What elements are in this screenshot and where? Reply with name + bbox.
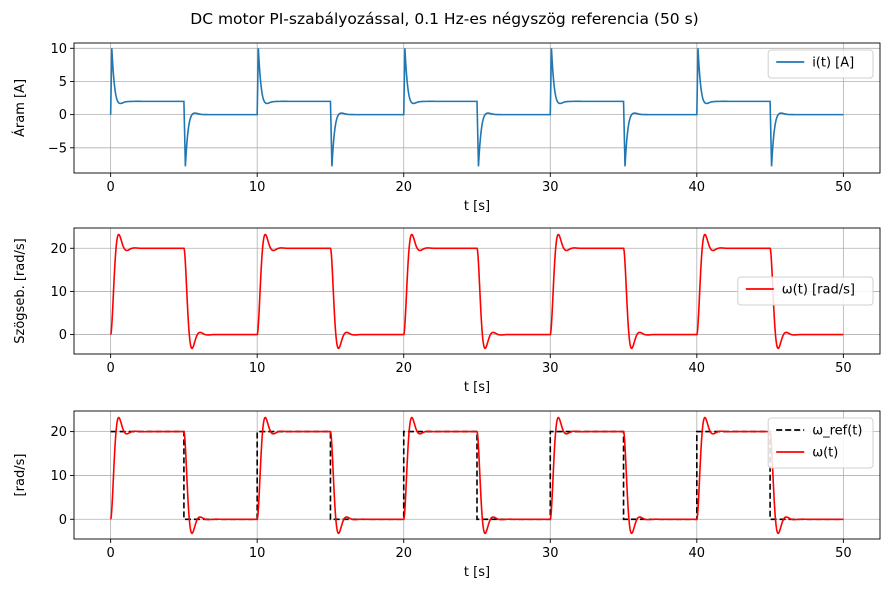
x-axis-label: t [s] — [464, 565, 490, 580]
x-tick-label: 30 — [542, 361, 559, 376]
series-line-1 — [110, 430, 844, 521]
y-tick-label: 20 — [50, 425, 67, 440]
x-tick-label: 40 — [689, 546, 706, 561]
y-tick-label: 0 — [59, 328, 67, 343]
series-line-2 — [109, 416, 844, 535]
x-tick-label: 0 — [106, 546, 114, 561]
x-tick-label: 10 — [249, 546, 266, 561]
x-tick-label: 10 — [249, 361, 266, 376]
x-tick-label: 50 — [835, 361, 852, 376]
series-line-1 — [109, 48, 844, 167]
x-tick-label: 30 — [542, 180, 559, 195]
y-tick-label: 10 — [50, 469, 67, 484]
y-tick-label: 10 — [50, 42, 67, 57]
x-tick-label: 50 — [835, 180, 852, 195]
axes-frame — [73, 42, 881, 174]
x-tick-label: 40 — [689, 361, 706, 376]
y-axis-label: Áram [A] — [12, 79, 28, 137]
x-tick-label: 40 — [689, 180, 706, 195]
y-axis-label: Szögseb. [rad/s] — [13, 238, 28, 343]
y-axis-label: [rad/s] — [13, 454, 28, 497]
x-tick-label: 50 — [835, 546, 852, 561]
y-tick-label: 0 — [59, 513, 67, 528]
legend-entry-label: i(t) [A] — [812, 56, 854, 71]
legend-entry-label: ω_ref(t) — [812, 424, 862, 439]
y-tick-label: −5 — [48, 141, 67, 156]
x-tick-label: 20 — [395, 361, 412, 376]
y-tick-label: 0 — [59, 108, 67, 123]
y-tick-label: 5 — [59, 75, 67, 90]
series-line-1 — [109, 233, 844, 350]
x-tick-label: 30 — [542, 546, 559, 561]
x-axis-label: t [s] — [464, 199, 490, 214]
axes-layer: 0 10 20 30 40 50 −5 0 5 10 t [s] Áram [A] i(t) [A] 0 1… — [12, 42, 881, 580]
x-tick-label: 0 — [106, 180, 114, 195]
subplot-1: 0 10 20 30 40 50 −5 0 5 10 t [s] Áram [A] i(t) [A] — [12, 42, 881, 214]
legend-entry-label: ω(t) [rad/s] — [782, 283, 855, 298]
x-tick-label: 10 — [249, 180, 266, 195]
y-tick-label: 20 — [50, 242, 67, 257]
legend-box — [767, 49, 874, 79]
y-tick-label: 10 — [50, 285, 67, 300]
subplot-2: 0 10 20 30 40 50 0 10 20 t [s] Szögseb. [rad/s] ω(t… — [13, 227, 881, 395]
legend-entry-label: ω(t) — [812, 446, 838, 461]
legend-box — [737, 276, 874, 306]
x-tick-label: 0 — [106, 361, 114, 376]
x-tick-label: 20 — [395, 180, 412, 195]
x-tick-label: 20 — [395, 546, 412, 561]
figure-title: DC motor PI-szabályozással, 0.1 Hz-es né… — [190, 10, 698, 28]
subplot-3: 0 10 20 30 40 50 0 10 20 t [s] [rad/s] ω_ref(t) ω(t) — [13, 410, 881, 580]
x-axis-label: t [s] — [464, 380, 490, 395]
